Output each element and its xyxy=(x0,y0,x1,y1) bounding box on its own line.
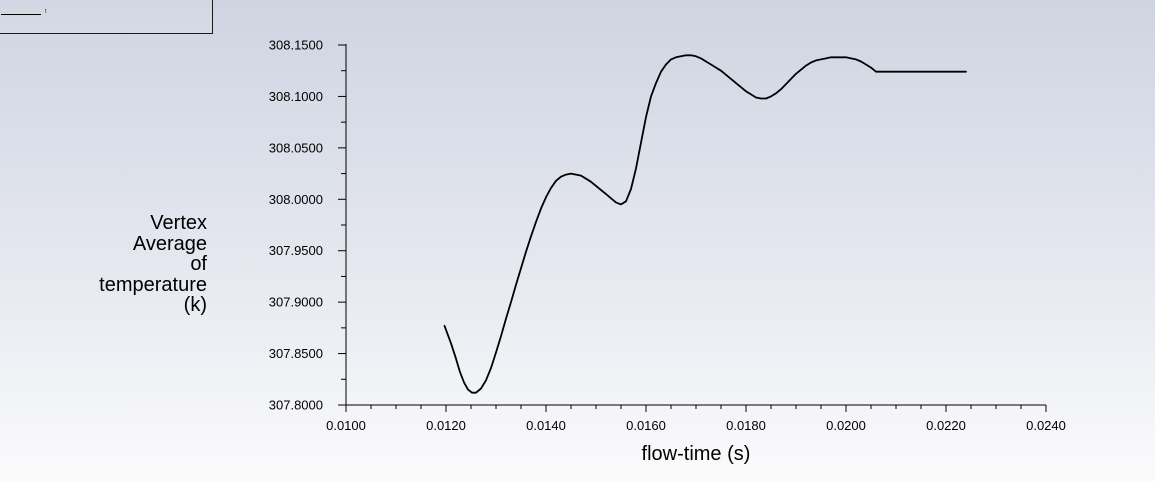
y-tick-label: 307.9000 xyxy=(269,295,323,310)
y-tick-label: 307.8000 xyxy=(269,398,323,413)
x-tick-label: 0.0140 xyxy=(526,418,566,433)
y-tick-label: 307.9500 xyxy=(269,243,323,258)
y-axis-label-line: temperature xyxy=(99,273,207,296)
y-axis-label-line: Vertex xyxy=(150,212,207,234)
x-tick-label: 0.0180 xyxy=(726,418,766,433)
legend-label-t: t xyxy=(45,9,47,15)
series-group xyxy=(443,54,967,394)
axes xyxy=(345,44,1046,406)
x-axis-label: flow-time (s) xyxy=(641,443,751,465)
x-tick-label: 0.0120 xyxy=(426,418,466,433)
x-tick-label: 0.0240 xyxy=(1026,418,1066,433)
y-axis-label-line: of xyxy=(190,253,207,275)
y-tick-label: 308.0500 xyxy=(269,140,323,155)
y-tick-label: 307.8500 xyxy=(269,346,323,361)
tick-labels: 307.8000 307.8500 307.9000 307.9500 308.0000… xyxy=(269,38,1066,434)
y-tick-label: 308.1500 xyxy=(269,38,323,53)
y-axis-label: Vertex Average of temperature (k) xyxy=(60,213,207,316)
y-tick-label: 308.0000 xyxy=(269,192,323,207)
legend-swatch-t xyxy=(1,14,41,15)
x-tick-label: 0.0160 xyxy=(626,418,666,433)
y-axis-label-line: Average xyxy=(132,232,207,255)
ticks xyxy=(338,44,1047,412)
y-tick-label: 308.1000 xyxy=(269,89,323,104)
series-line-t xyxy=(443,54,967,394)
y-axis-label-line: (k) xyxy=(183,294,207,316)
x-tick-label: 0.0200 xyxy=(826,418,866,433)
x-tick-label: 0.0220 xyxy=(926,418,966,433)
legend: t xyxy=(0,0,213,34)
x-tick-label: 0.0100 xyxy=(326,418,366,433)
